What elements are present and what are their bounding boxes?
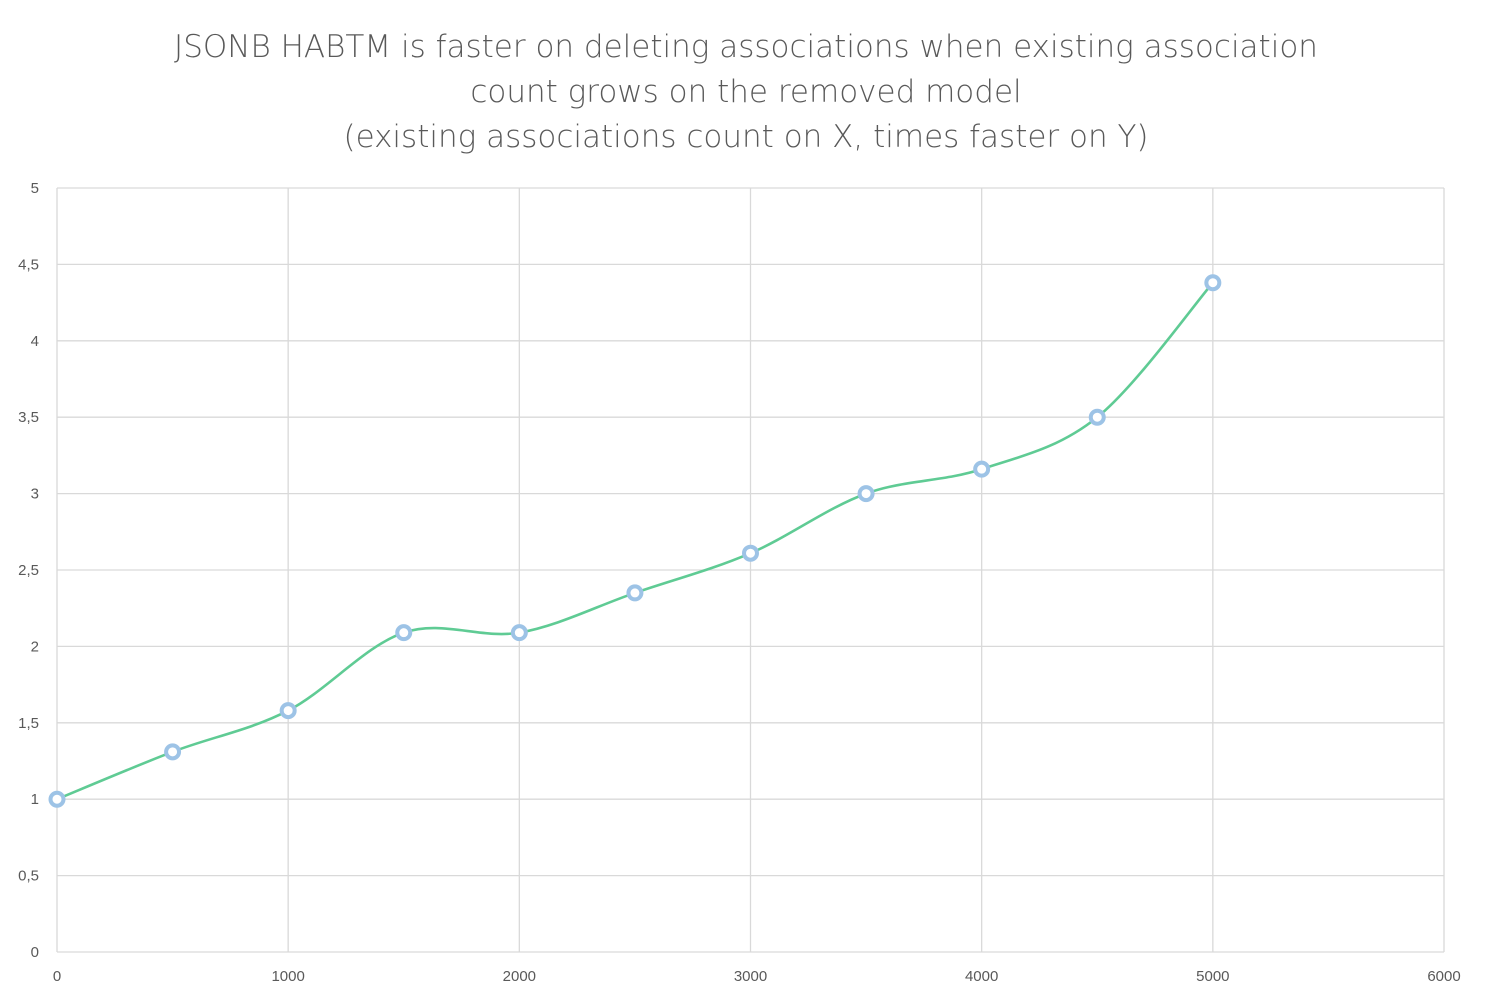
data-point-marker <box>857 485 875 503</box>
x-tick-label: 5000 <box>1196 968 1229 985</box>
x-tick-label: 0 <box>53 968 61 985</box>
chart-title: JSONB HABTM is faster on deleting associ… <box>174 29 1318 155</box>
data-point-marker <box>1204 274 1222 292</box>
chart-title-line: count grows on the removed model <box>470 74 1021 110</box>
chart-title-line: JSONB HABTM is faster on deleting associ… <box>174 29 1318 65</box>
data-point-marker <box>626 584 644 602</box>
data-point-marker <box>48 790 66 808</box>
data-point-marker <box>973 460 991 478</box>
y-tick-label: 0,5 <box>18 868 39 885</box>
chart-title-line: (existing associations count on X, times… <box>343 119 1148 155</box>
y-tick-label: 3,5 <box>18 409 39 426</box>
series-line <box>56 281 1214 801</box>
y-tick-label: 4,5 <box>18 256 39 273</box>
data-point-marker <box>1088 408 1106 426</box>
series-group <box>48 274 1222 808</box>
data-point-marker <box>742 544 759 562</box>
gridlines <box>56 187 1445 953</box>
data-point-marker <box>164 743 182 761</box>
x-tick-label: 2000 <box>503 968 536 985</box>
x-tick-label: 3000 <box>734 968 767 985</box>
y-tick-label: 4 <box>31 333 39 350</box>
data-point-marker <box>395 624 413 642</box>
data-point-marker <box>510 624 528 642</box>
y-tick-label: 2,5 <box>18 562 39 579</box>
y-tick-label: 3 <box>31 486 39 503</box>
y-axis-tick-labels: 0 0,5 1 1,5 2 2,5 3 3,5 4 4,5 5 <box>18 180 39 961</box>
x-tick-label: 6000 <box>1427 968 1460 985</box>
y-tick-label: 5 <box>31 180 39 197</box>
data-point-marker <box>279 702 297 720</box>
y-tick-label: 1 <box>31 791 39 808</box>
x-axis-tick-labels: 0 1000 2000 3000 4000 5000 6000 <box>53 968 1461 985</box>
y-tick-label: 0 <box>31 944 39 961</box>
y-tick-label: 2 <box>31 638 39 655</box>
x-tick-label: 4000 <box>965 968 998 985</box>
x-tick-label: 1000 <box>271 968 304 985</box>
y-tick-label: 1,5 <box>18 715 39 732</box>
